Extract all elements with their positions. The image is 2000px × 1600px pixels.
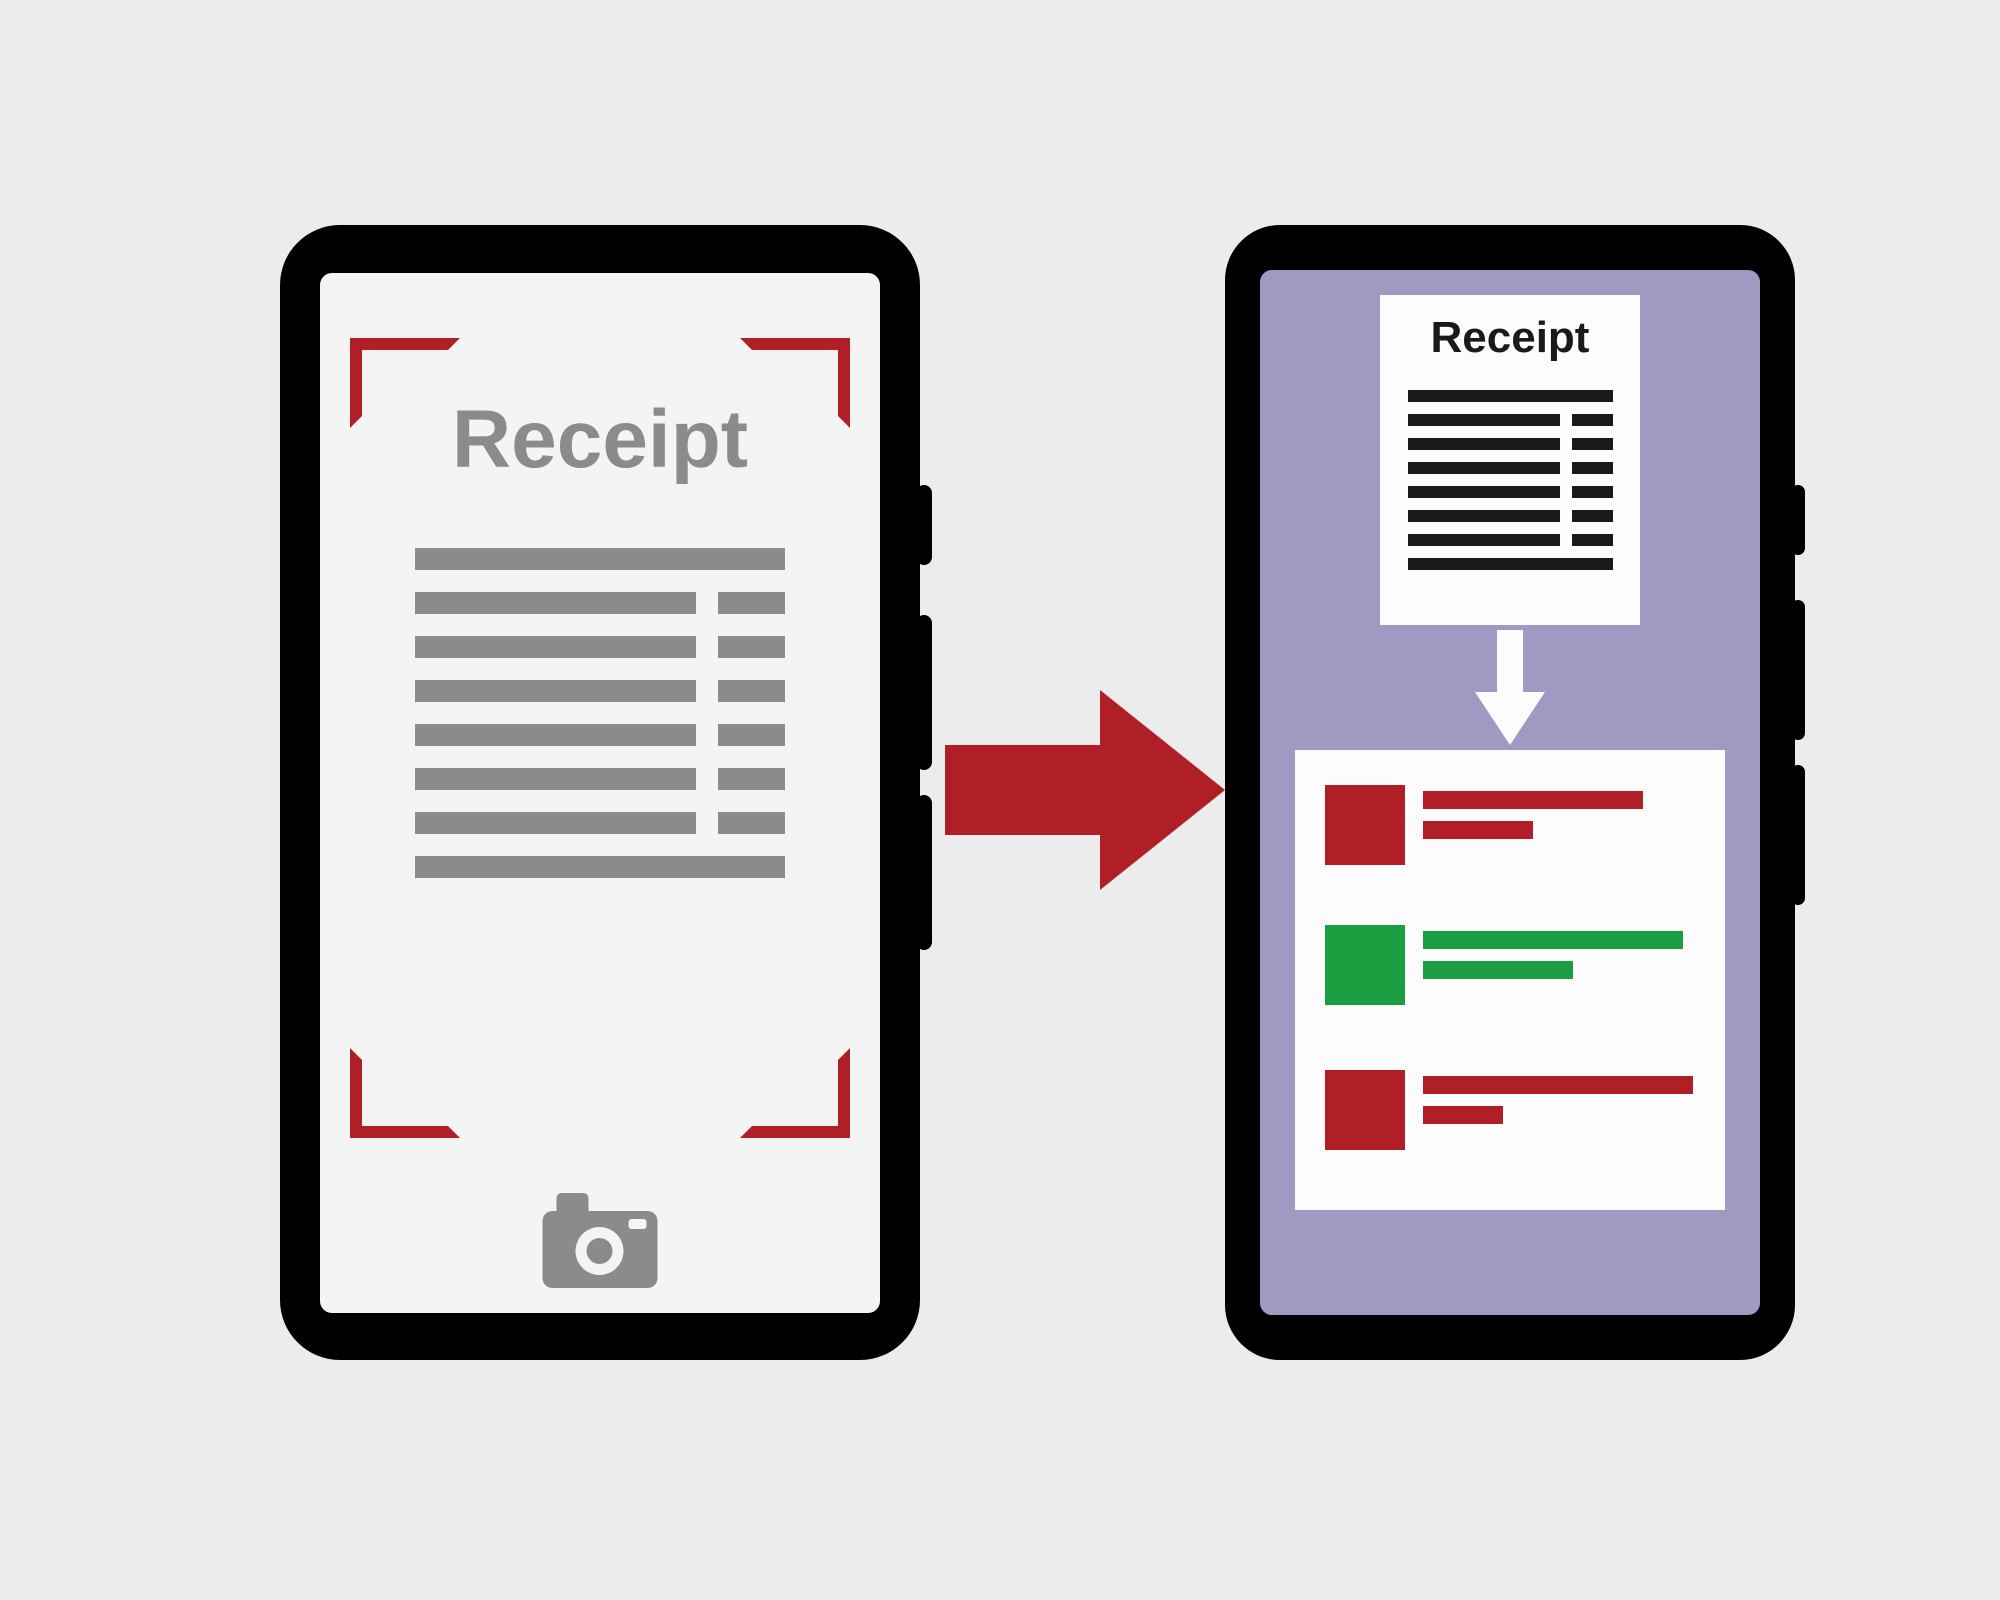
result-item	[1325, 1070, 1693, 1150]
phone-side-button	[1791, 765, 1805, 905]
receipt-title: Receipt	[1380, 295, 1640, 363]
results-panel	[1295, 750, 1725, 1210]
scan-bracket-icon	[740, 1048, 850, 1138]
camera-icon[interactable]	[543, 1193, 658, 1288]
phone-screen-result: Receipt	[1260, 270, 1760, 1315]
result-color-swatch	[1325, 785, 1405, 865]
phone-result: Receipt	[1225, 225, 1795, 1360]
receipt-lines	[415, 548, 785, 900]
receipt-title: Receipt	[320, 393, 880, 487]
phone-screen-scanner: Receipt	[320, 273, 880, 1313]
phone-side-button	[1791, 485, 1805, 555]
arrow-right-icon	[945, 680, 1225, 900]
phone-side-button	[916, 795, 932, 950]
result-item	[1325, 925, 1683, 1005]
scan-bracket-icon	[350, 1048, 460, 1138]
result-color-swatch	[1325, 925, 1405, 1005]
phone-side-button	[916, 615, 932, 770]
phone-side-button	[916, 485, 932, 565]
arrow-down-icon	[1475, 630, 1545, 745]
result-color-swatch	[1325, 1070, 1405, 1150]
phone-side-button	[1791, 600, 1805, 740]
result-item	[1325, 785, 1643, 865]
phone-scanner: Receipt	[280, 225, 920, 1360]
receipt-lines	[1408, 390, 1613, 582]
receipt-thumbnail: Receipt	[1380, 295, 1640, 625]
